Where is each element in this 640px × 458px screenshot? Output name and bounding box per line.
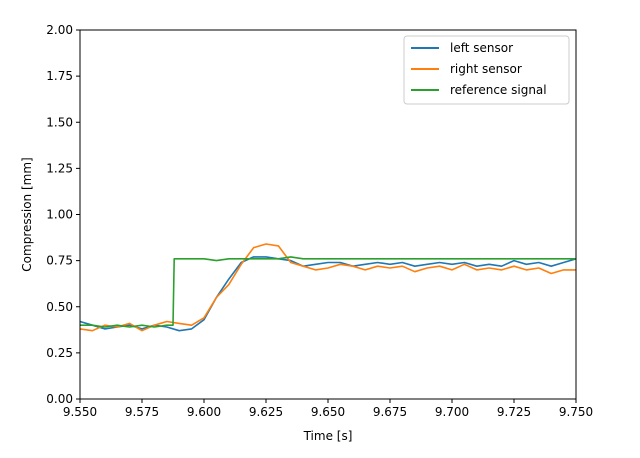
- x-tick-label: 9.725: [497, 405, 531, 419]
- y-tick-label: 1.25: [46, 161, 73, 175]
- y-axis-ticks: 0.00 0.25 0.50 0.75 1.00 1.25 1.50 1.75 2.00: [46, 23, 80, 406]
- legend-label: right sensor: [450, 62, 522, 76]
- y-tick-label: 0.50: [46, 300, 73, 314]
- x-tick-label: 9.575: [125, 405, 159, 419]
- x-tick-label: 9.700: [435, 405, 469, 419]
- x-tick-label: 9.625: [249, 405, 283, 419]
- series-line-reference-signal: [80, 256, 576, 328]
- y-axis-label: Compression [mm]: [20, 157, 34, 271]
- x-tick-label: 9.600: [187, 405, 221, 419]
- x-tick-label: 9.650: [311, 405, 345, 419]
- x-axis-label: Time [s]: [303, 429, 353, 443]
- y-tick-label: 1.50: [46, 115, 73, 129]
- y-tick-label: 0.00: [46, 392, 73, 406]
- x-axis-ticks: 9.550 9.575 9.600 9.625 9.650 9.675 9.700 9.725…: [63, 399, 593, 419]
- x-tick-label: 9.750: [559, 405, 593, 419]
- y-tick-label: 2.00: [46, 23, 73, 37]
- legend-frame: [403, 35, 570, 105]
- legend-label: reference signal: [450, 83, 547, 97]
- series-layer: [79, 243, 577, 332]
- legend: left sensor right sensor reference signal: [403, 35, 570, 105]
- legend-items: left sensor right sensor reference signal: [411, 41, 547, 97]
- x-tick-label: 9.550: [63, 405, 97, 419]
- y-tick-label: 1.00: [46, 208, 73, 222]
- series-line-right-sensor: [79, 243, 576, 332]
- x-tick-label: 9.675: [373, 405, 407, 419]
- legend-label: left sensor: [450, 41, 513, 55]
- y-tick-label: 1.75: [46, 69, 73, 83]
- y-tick-label: 0.75: [46, 254, 73, 268]
- y-tick-label: 0.25: [46, 346, 73, 360]
